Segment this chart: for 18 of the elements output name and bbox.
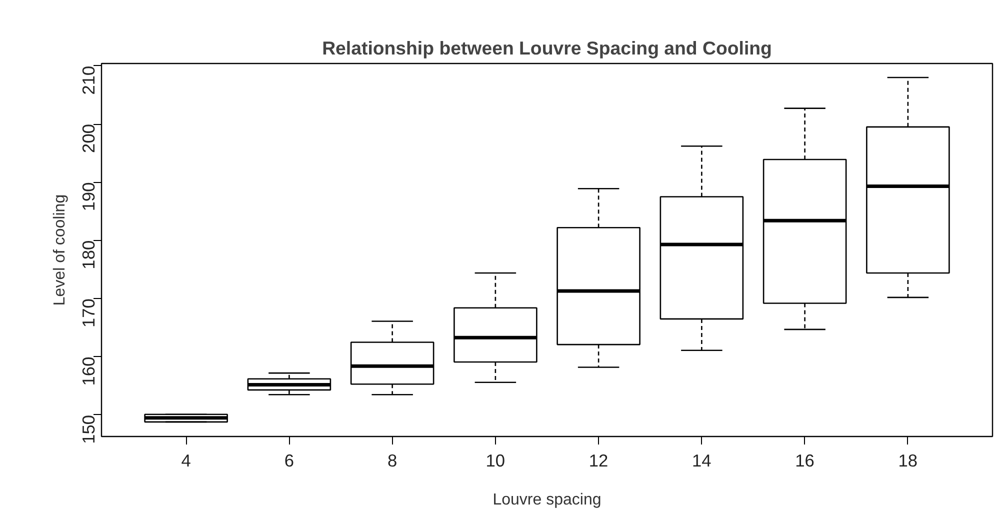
x-tick-label: 12 — [588, 450, 608, 470]
y-tick-label: 160 — [78, 356, 98, 386]
x-tick-label: 14 — [692, 450, 712, 470]
x-tick-label: 16 — [795, 450, 814, 470]
y-tick-label: 180 — [78, 240, 98, 270]
x-tick-label: 8 — [387, 450, 398, 470]
x-tick-label: 18 — [898, 450, 918, 470]
x-tick-label: 4 — [181, 450, 192, 470]
chart-title: Relationship between Louvre Spacing and Cooling — [322, 38, 772, 58]
y-tick-label: 200 — [78, 124, 98, 153]
y-tick-label: 210 — [78, 66, 98, 95]
x-tick-label: 6 — [284, 450, 294, 470]
x-tick-label: 10 — [486, 450, 506, 470]
y-tick-label: 190 — [78, 182, 98, 212]
x-axis-title: Louvre spacing — [492, 492, 602, 508]
y-tick-label: 150 — [78, 414, 98, 444]
y-tick-label: 170 — [78, 298, 98, 328]
y-axis-title: Level of cooling — [52, 194, 68, 306]
